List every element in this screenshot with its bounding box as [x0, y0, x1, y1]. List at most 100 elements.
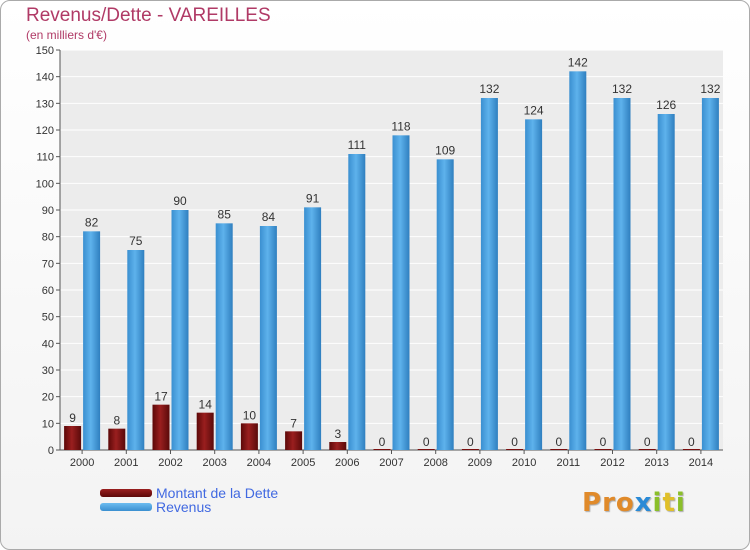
data-label-revenus: 124	[524, 103, 544, 117]
data-label-dette: 0	[467, 435, 474, 449]
data-label-dette: 10	[243, 408, 257, 422]
data-label-revenus: 132	[479, 82, 499, 96]
x-tick-label: 2012	[600, 457, 624, 469]
data-label-dette: 3	[334, 427, 341, 441]
bar-dette	[550, 449, 568, 450]
y-tick-label: 60	[42, 285, 54, 297]
x-tick-label: 2001	[114, 457, 138, 469]
y-tick-label: 140	[36, 72, 54, 84]
x-tick-label: 2014	[689, 457, 713, 469]
chart-legend: Montant de la Dette Revenus	[100, 485, 279, 515]
data-label-revenus: 132	[700, 82, 720, 96]
y-tick-label: 10	[42, 418, 54, 430]
data-label-revenus: 126	[656, 98, 676, 112]
logo-letter: t	[662, 488, 676, 518]
bar-revenus	[171, 210, 189, 450]
x-tick-label: 2004	[247, 457, 271, 469]
legend-swatch-dette	[100, 489, 152, 497]
data-label-dette: 7	[290, 416, 297, 430]
logo-letter: o	[615, 488, 635, 518]
bar-dette	[638, 449, 656, 450]
bar-revenus	[436, 159, 454, 451]
data-label-revenus: 91	[306, 191, 320, 205]
data-label-revenus: 109	[435, 143, 455, 157]
data-label-revenus: 111	[348, 138, 367, 152]
y-tick-label: 30	[42, 365, 54, 377]
x-tick-label: 2005	[291, 457, 315, 469]
data-label-dette: 0	[511, 435, 518, 449]
data-label-revenus: 85	[218, 207, 232, 221]
bar-dette	[373, 449, 391, 450]
x-tick-label: 2006	[335, 457, 359, 469]
data-label-revenus: 118	[391, 119, 410, 133]
data-label-revenus: 75	[129, 234, 143, 248]
data-label-dette: 0	[644, 435, 651, 449]
y-tick-label: 20	[42, 392, 54, 404]
bar-dette	[594, 449, 612, 450]
data-label-dette: 0	[423, 435, 430, 449]
data-label-dette: 0	[600, 435, 607, 449]
y-tick-label: 120	[36, 125, 54, 137]
y-tick-label: 130	[36, 98, 54, 110]
bar-revenus	[304, 207, 322, 450]
bar-revenus	[127, 250, 145, 450]
bar-revenus	[569, 71, 587, 450]
logo-letter: i	[652, 488, 663, 518]
data-label-dette: 0	[555, 435, 562, 449]
y-tick-label: 90	[42, 205, 54, 217]
bar-dette	[108, 428, 126, 450]
legend-item-revenus: Revenus	[100, 499, 278, 515]
legend-swatch-revenus	[100, 503, 152, 511]
bar-dette	[240, 423, 258, 450]
bar-dette	[506, 449, 524, 450]
logo-letter: P	[582, 488, 603, 518]
bar-revenus	[392, 135, 410, 451]
chart-subtitle: (en milliers d'€)	[26, 28, 107, 42]
x-tick-label: 2003	[202, 457, 226, 469]
legend-item-dette: Montant de la Dette	[100, 485, 279, 501]
data-label-revenus: 82	[85, 215, 99, 229]
proxiti-logo: Proxiti	[582, 488, 686, 518]
legend-label-dette: Montant de la Dette	[156, 485, 279, 501]
x-tick-label: 2008	[423, 457, 447, 469]
y-tick-label: 80	[42, 232, 54, 244]
data-label-revenus: 132	[612, 82, 632, 96]
data-label-dette: 0	[688, 435, 695, 449]
bar-dette	[417, 449, 435, 450]
x-tick-label: 2002	[158, 457, 182, 469]
plot-area	[60, 50, 723, 450]
x-tick-label: 2000	[70, 457, 94, 469]
y-tick-label: 40	[42, 338, 54, 350]
x-tick-label: 2007	[379, 457, 403, 469]
y-tick-label: 0	[48, 445, 54, 457]
data-label-dette: 14	[199, 398, 213, 412]
data-label-dette: 17	[154, 390, 168, 404]
bar-revenus	[348, 154, 366, 450]
y-tick-label: 70	[42, 258, 54, 270]
data-label-revenus: 142	[568, 55, 588, 69]
bar-dette	[152, 404, 170, 450]
bar-dette	[285, 431, 303, 450]
bar-dette	[64, 426, 82, 450]
bar-revenus	[259, 226, 277, 450]
data-label-revenus: 90	[173, 194, 187, 208]
bar-revenus	[613, 98, 631, 450]
x-tick-label: 2010	[512, 457, 536, 469]
y-tick-label: 110	[36, 152, 54, 164]
bar-revenus	[657, 114, 675, 450]
logo-letter: x	[634, 488, 653, 518]
bar-dette	[682, 449, 700, 450]
bar-dette	[196, 412, 214, 450]
data-label-dette: 8	[113, 414, 120, 428]
data-label-dette: 0	[379, 435, 386, 449]
chart-title: Revenus/Dette - VAREILLES	[26, 5, 271, 26]
logo-letter: i	[675, 488, 686, 518]
data-label-dette: 9	[69, 411, 76, 425]
bar-revenus	[215, 223, 233, 450]
bar-revenus	[701, 98, 719, 450]
logo-letter: r	[602, 488, 616, 518]
y-tick-label: 150	[36, 45, 54, 57]
data-label-revenus: 84	[262, 210, 276, 224]
bar-revenus	[83, 231, 101, 450]
